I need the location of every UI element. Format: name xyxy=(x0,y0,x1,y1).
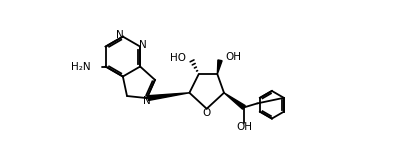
Polygon shape xyxy=(224,93,245,109)
Text: N: N xyxy=(140,40,147,50)
Text: OH: OH xyxy=(226,52,242,62)
Polygon shape xyxy=(148,93,190,101)
Text: O: O xyxy=(202,108,210,118)
Text: HO: HO xyxy=(170,53,186,63)
Text: H₂N: H₂N xyxy=(71,62,91,71)
Text: N: N xyxy=(116,30,124,40)
Text: OH: OH xyxy=(236,122,252,132)
Polygon shape xyxy=(217,60,222,74)
Text: N: N xyxy=(143,96,151,106)
